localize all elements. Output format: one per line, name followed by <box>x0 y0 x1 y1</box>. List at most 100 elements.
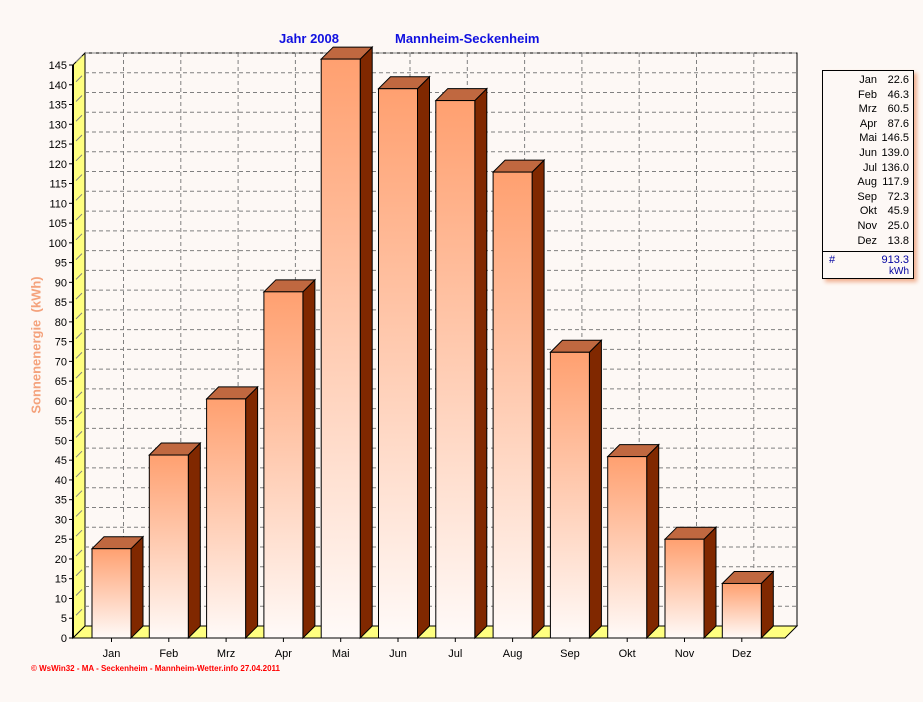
x-tick-label: Mai <box>332 648 350 660</box>
legend-row: Okt 45.9 <box>823 204 913 219</box>
legend-row: Dez 13.8 <box>823 234 913 249</box>
bar-Sep <box>549 351 590 639</box>
total-unit: kWh <box>889 266 909 278</box>
bar-side <box>359 45 373 640</box>
y-tick-label: 80 <box>55 317 67 329</box>
legend-month: Jun <box>859 146 877 159</box>
y-tick-label: 95 <box>55 258 67 270</box>
x-tick-label: Mrz <box>217 648 235 660</box>
wall-gridline <box>75 154 83 162</box>
x-tick-label: Apr <box>275 648 292 660</box>
y-tick-label: 100 <box>49 238 67 250</box>
y-tick-label: 140 <box>49 80 67 92</box>
bar-Jul <box>435 100 476 639</box>
x-tick-label: Sep <box>560 648 580 660</box>
y-tick-label: 20 <box>55 554 67 566</box>
legend-month: Mai <box>859 132 877 145</box>
x-tick-label: Jun <box>389 648 407 660</box>
wall-gridline <box>75 431 83 438</box>
bar-side <box>130 535 144 640</box>
y-tick-label: 30 <box>55 514 67 526</box>
bar-side <box>417 75 430 640</box>
legend-month: Apr <box>859 117 877 130</box>
legend: Jan 22.6 Feb 46.3 Mrz 60.5 Apr 87.6 Mai 146.5 Jun 1… <box>822 70 914 280</box>
legend-month: Sep <box>857 190 877 203</box>
x-tick-label: Aug <box>503 648 523 660</box>
y-tick-label: 60 <box>55 396 67 408</box>
x-tick-label: Dez <box>732 648 752 660</box>
legend-row: Aug 117.9 <box>823 175 913 190</box>
wall-gridline <box>75 589 83 596</box>
legend-month: Mrz <box>858 103 877 116</box>
wall-gridline <box>75 510 83 517</box>
bar-side <box>588 339 602 640</box>
legend-row: Nov 25.0 <box>823 219 913 234</box>
legend-row: Apr 87.6 <box>823 117 913 132</box>
legend-row: Jul 136.0 <box>823 161 913 176</box>
y-tick-label: 35 <box>55 495 67 507</box>
wall-gridline <box>75 411 83 419</box>
y-tick-label: 45 <box>55 455 67 467</box>
bar-Nov <box>664 538 705 639</box>
legend-month: Feb <box>858 88 877 101</box>
wall-gridline <box>75 569 83 577</box>
legend-value: 117.9 <box>882 176 909 189</box>
legend-value: 87.6 <box>887 117 909 130</box>
bar-side <box>531 158 545 640</box>
y-tick-label: 145 <box>49 60 67 72</box>
wall-gridline <box>75 114 83 122</box>
bar-Jun <box>378 88 418 639</box>
legend-value: 136.0 <box>881 161 909 174</box>
legend-value: 72.3 <box>887 190 909 203</box>
x-tick-label: Nov <box>675 648 695 660</box>
chart-title-year: Jahr 2008 <box>279 31 339 46</box>
bar-Dez <box>721 582 762 639</box>
y-tick-label: 130 <box>49 119 67 131</box>
footer-credit: © WsWin32 - MA - Seckenheim - Mannheim-W… <box>31 664 280 673</box>
y-tick-label: 50 <box>55 435 67 447</box>
wall-gridline <box>75 292 83 300</box>
legend-row: Jan 22.6 <box>823 73 913 88</box>
y-tick-label: 5 <box>61 613 67 625</box>
y-tick-label: 110 <box>49 198 67 210</box>
legend-value: 13.8 <box>887 234 909 247</box>
wall-gridline <box>75 312 83 320</box>
legend-value: 46.3 <box>887 88 909 101</box>
bar-Aug <box>492 171 533 639</box>
legend-total: #913.3 kWh <box>823 251 913 278</box>
bar-side <box>245 385 259 640</box>
y-tick-label: 40 <box>55 475 67 487</box>
y-tick-label: 120 <box>49 159 67 171</box>
wall-gridline <box>75 450 83 458</box>
wall-gridline <box>75 75 83 83</box>
y-tick-label: 105 <box>49 218 67 230</box>
y-tick-label: 85 <box>55 297 67 309</box>
total-symbol: # <box>829 254 836 267</box>
y-tick-label: 75 <box>55 337 67 349</box>
wall-gridline <box>75 352 83 359</box>
bar-Apr <box>263 291 304 639</box>
x-tick-label: Jul <box>448 648 462 660</box>
bar-side <box>302 278 316 640</box>
legend-month: Nov <box>857 219 877 232</box>
y-tick-label: 135 <box>49 100 67 112</box>
wall-gridline <box>75 213 83 221</box>
legend-value: 25.0 <box>887 219 909 232</box>
wall-gridline <box>75 134 83 142</box>
total-value: 913.3 <box>881 254 909 267</box>
wall-gridline <box>75 55 83 63</box>
legend-month: Jul <box>862 161 877 174</box>
legend-month: Okt <box>859 205 877 218</box>
wall-gridline <box>75 193 83 201</box>
legend-value: 139.0 <box>881 146 909 159</box>
legend-month: Aug <box>857 176 877 189</box>
legend-row: Feb 46.3 <box>823 88 913 103</box>
legend-month: Jan <box>859 74 877 86</box>
x-tick-label: Feb <box>159 648 178 660</box>
y-tick-label: 65 <box>55 376 67 388</box>
legend-value: 22.6 <box>887 74 909 86</box>
y-tick-label: 0 <box>61 633 67 645</box>
x-tick-label: Jan <box>103 648 121 660</box>
wall-gridline <box>75 174 83 181</box>
